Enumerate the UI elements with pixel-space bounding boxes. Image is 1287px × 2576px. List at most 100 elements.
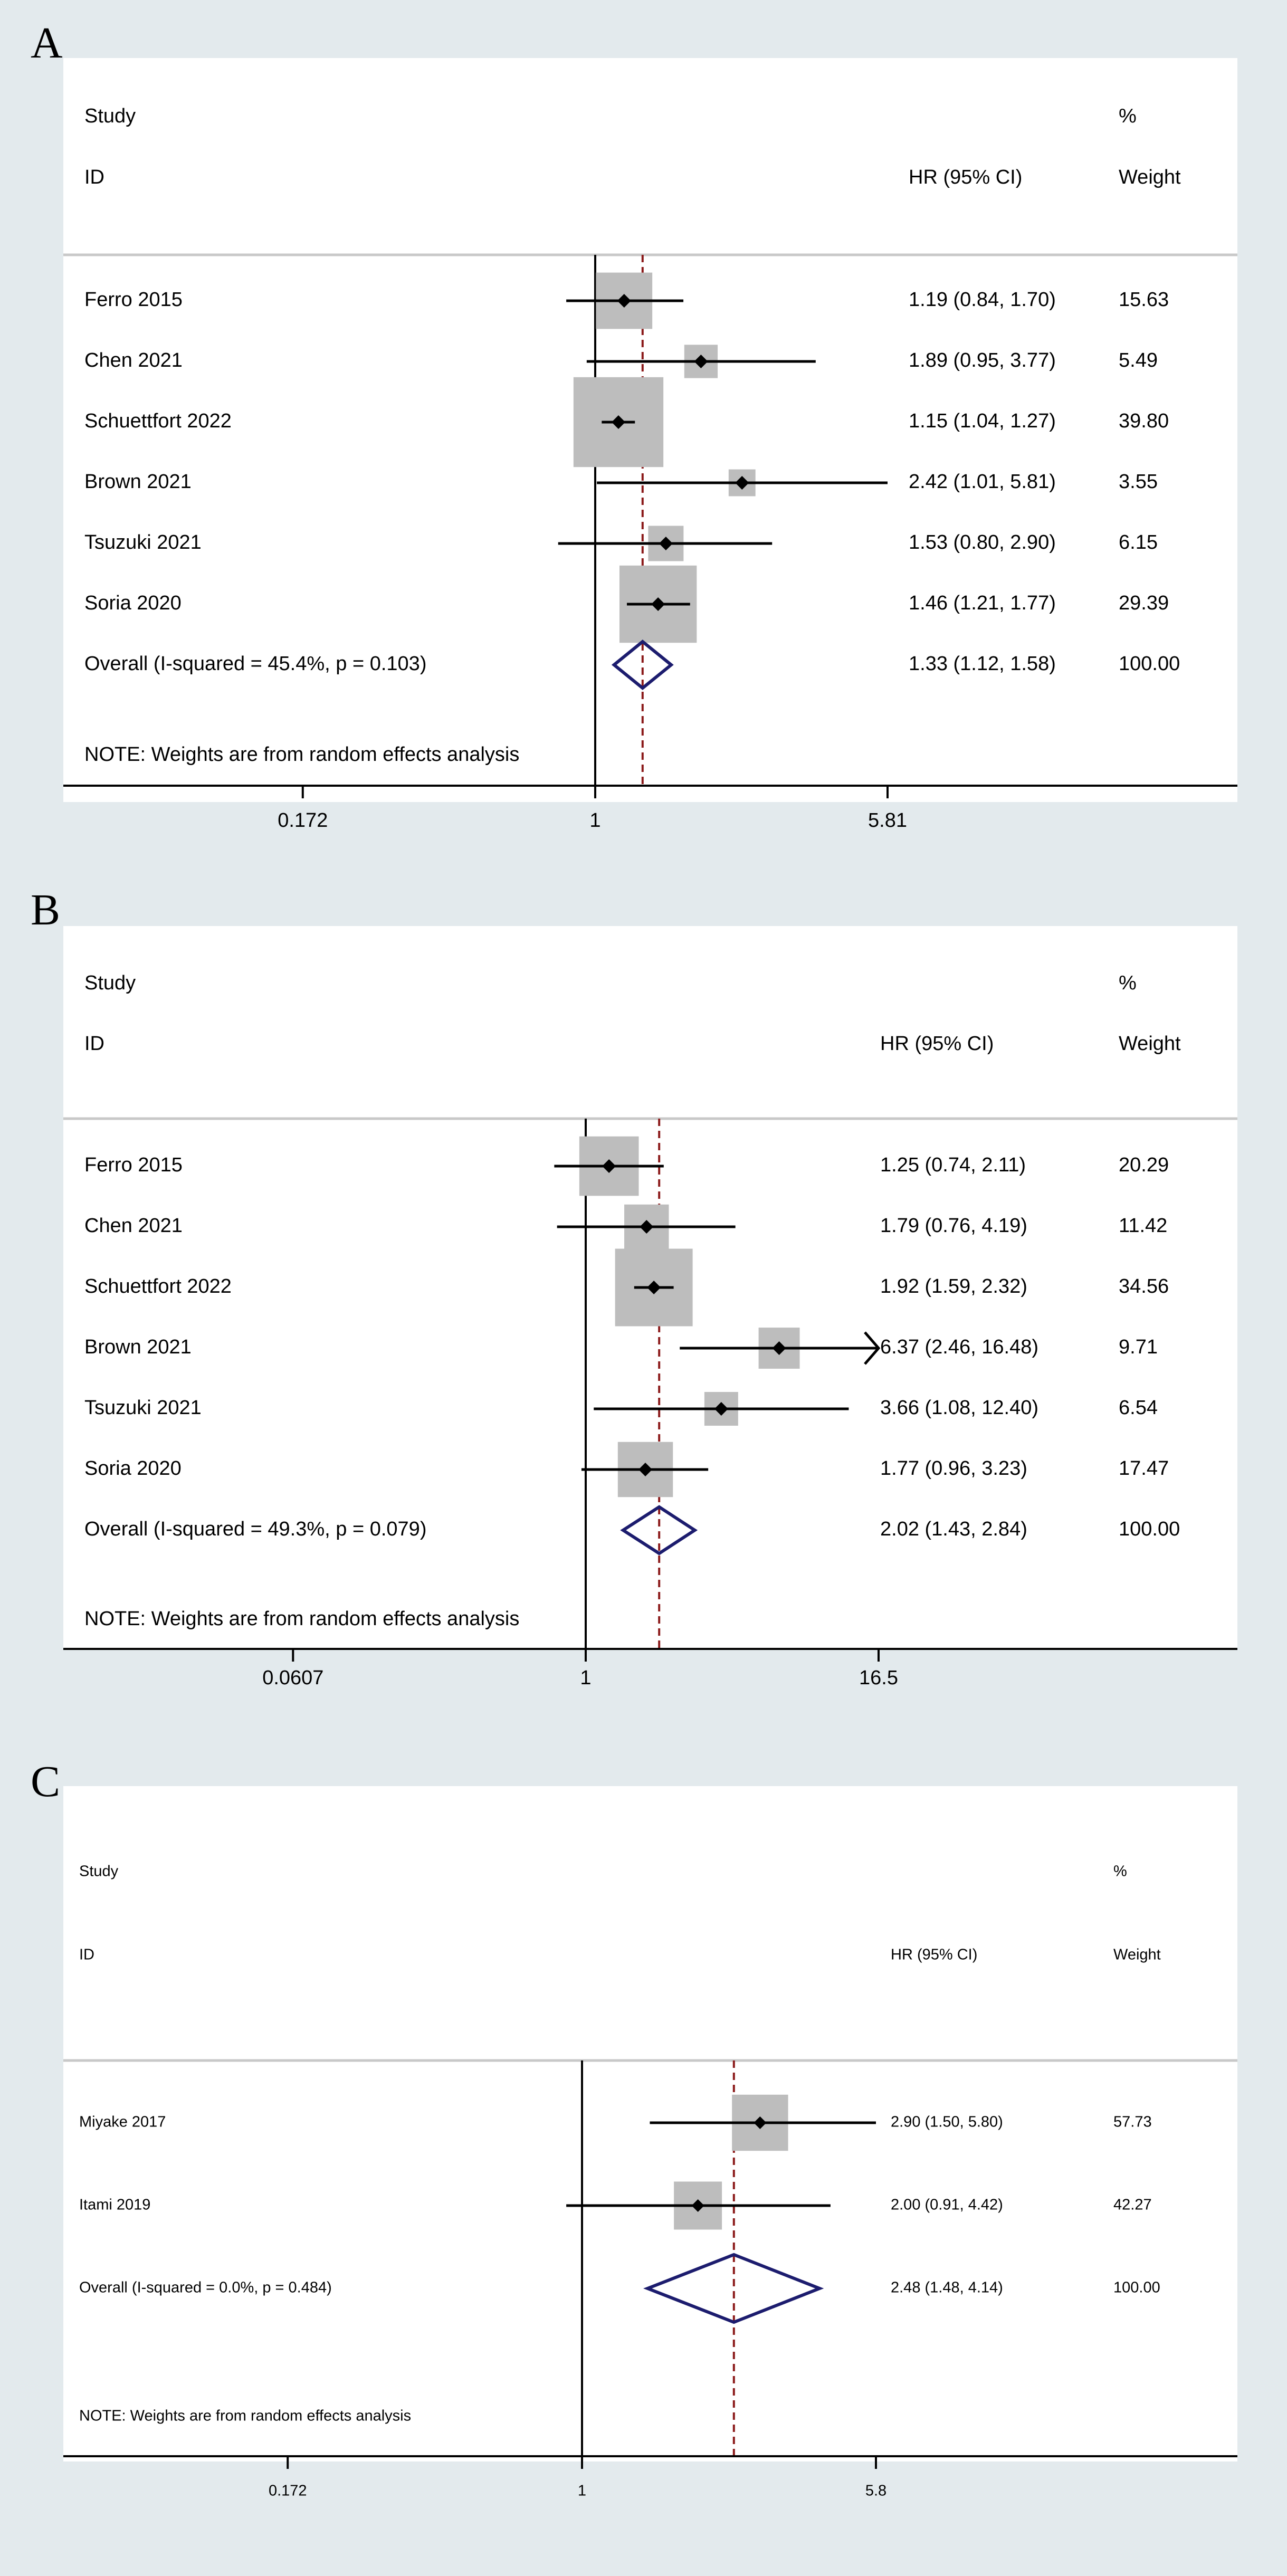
- panel-b-header-study: Study: [84, 972, 136, 994]
- panel-a-point-estimate: [735, 476, 749, 490]
- panel-a-study-hr-ci: 1.53 (0.80, 2.90): [909, 531, 1056, 554]
- panel-a-study-label: Ferro 2015: [84, 289, 183, 311]
- panel-c-overall-label: Overall (I-squared = 0.0%, p = 0.484): [79, 2279, 332, 2296]
- panel-a-header-weight: Weight: [1119, 166, 1181, 188]
- panel-c-study-label: Miyake 2017: [79, 2114, 166, 2131]
- panel-a-x-tick-label: 5.81: [868, 809, 907, 832]
- panel-b-study-weight: 17.47: [1119, 1457, 1169, 1480]
- panel-b-study-hr-ci: 1.79 (0.76, 4.19): [880, 1215, 1027, 1237]
- panel-b-study-weight: 6.54: [1119, 1397, 1158, 1419]
- panel-a-study-label: Soria 2020: [84, 592, 182, 614]
- panel-c-letter: C: [31, 1757, 61, 1806]
- panel-c-overall-hr-ci: 2.48 (1.48, 4.14): [891, 2279, 1003, 2296]
- panel-c-header-study: Study: [79, 1863, 119, 1880]
- panel-c-x-tick-label: 5.8: [865, 2483, 886, 2499]
- panel-a-study-hr-ci: 1.89 (0.95, 3.77): [909, 349, 1056, 371]
- panel-a-study-weight: 39.80: [1119, 410, 1169, 432]
- panel-b-point-estimate: [602, 1159, 616, 1173]
- panel-a-study-hr-ci: 2.42 (1.01, 5.81): [909, 471, 1056, 493]
- panel-a-study-weight: 5.49: [1119, 349, 1158, 371]
- panel-b-point-estimate: [647, 1281, 661, 1294]
- panel-c-note-text: NOTE: Weights are from random effects an…: [79, 2408, 411, 2425]
- panel-a-note-text: NOTE: Weights are from random effects an…: [84, 743, 519, 766]
- panel-c-point-estimate: [691, 2199, 704, 2212]
- panel-a-x-tick-label: 1: [589, 809, 600, 832]
- panel-c-study-weight: 57.73: [1113, 2114, 1152, 2131]
- panel-b-study-label: Schuettfort 2022: [84, 1275, 232, 1297]
- panel-a-overall-diamond: [611, 640, 674, 690]
- panel-c-header-weight: Weight: [1113, 1947, 1161, 1963]
- panel-a-study-label: Brown 2021: [84, 471, 192, 493]
- panel-b-study-hr-ci: 6.37 (2.46, 16.48): [880, 1336, 1038, 1358]
- panel-a-study-weight: 6.15: [1119, 531, 1158, 554]
- panel-b-study-hr-ci: 1.92 (1.59, 2.32): [880, 1275, 1027, 1297]
- panel-b-study-weight: 11.42: [1119, 1215, 1167, 1237]
- panel-a-study-label: Tsuzuki 2021: [84, 531, 202, 554]
- panel-c-study-weight: 42.27: [1113, 2197, 1152, 2214]
- panel-b-study-label: Soria 2020: [84, 1457, 182, 1480]
- panel-a-header-id: ID: [84, 166, 104, 188]
- panel-a-point-estimate: [612, 415, 626, 429]
- panel-a-overall-weight: 100.00: [1119, 653, 1180, 675]
- panel-a-header-hr: HR (95% CI): [909, 166, 1022, 188]
- panel-c-x-tick-label: 1: [578, 2483, 586, 2499]
- panel-b-study-hr-ci: 1.25 (0.74, 2.11): [880, 1154, 1026, 1176]
- panel-b-point-estimate: [714, 1402, 728, 1416]
- panel-b-x-tick-label: 0.0607: [262, 1667, 323, 1689]
- panel-a-study-label: Schuettfort 2022: [84, 410, 232, 432]
- panel-b-ci-arrow: [864, 1331, 881, 1365]
- panel-b-study-label: Chen 2021: [84, 1215, 183, 1237]
- panel-c-header-pct: %: [1113, 1863, 1127, 1880]
- panel-b-study-label: Ferro 2015: [84, 1154, 183, 1176]
- panel-b-study-weight: 9.71: [1119, 1336, 1158, 1358]
- panel-b-header-pct: %: [1119, 972, 1137, 994]
- panel-c-study-hr-ci: 2.90 (1.50, 5.80): [891, 2114, 1003, 2131]
- panel-a-study-hr-ci: 1.15 (1.04, 1.27): [909, 410, 1056, 432]
- panel-b-header-id: ID: [84, 1033, 104, 1055]
- panel-a-letter: A: [31, 18, 63, 68]
- panel-b-overall-weight: 100.00: [1119, 1518, 1180, 1540]
- panel-b-letter: B: [31, 885, 61, 934]
- panel-b-header-hr: HR (95% CI): [880, 1033, 994, 1055]
- panel-a-study-weight: 3.55: [1119, 471, 1158, 493]
- panel-c-x-tick-label: 0.172: [269, 2483, 307, 2499]
- panel-a-point-estimate: [651, 597, 665, 611]
- panel-b-study-weight: 34.56: [1119, 1275, 1169, 1297]
- panel-a-header-pct: %: [1119, 105, 1137, 127]
- panel-a-overall-label: Overall (I-squared = 45.4%, p = 0.103): [84, 653, 426, 675]
- panel-b-study-hr-ci: 3.66 (1.08, 12.40): [880, 1397, 1038, 1419]
- panel-b-overall-label: Overall (I-squared = 49.3%, p = 0.079): [84, 1518, 426, 1540]
- panel-a-point-estimate: [617, 294, 631, 308]
- panel-c-study-label: Itami 2019: [79, 2197, 150, 2214]
- panel-b-overall-hr-ci: 2.02 (1.43, 2.84): [880, 1518, 1027, 1540]
- panel-a-study-weight: 15.63: [1119, 289, 1169, 311]
- panel-a-header-study: Study: [84, 105, 136, 127]
- panel-a-overall-hr-ci: 1.33 (1.12, 1.58): [909, 653, 1056, 675]
- panel-a-point-estimate: [659, 537, 673, 550]
- panel-c-header-id: ID: [79, 1947, 94, 1963]
- panel-c-overall-diamond: [643, 2253, 824, 2324]
- panel-b-point-estimate: [640, 1220, 654, 1234]
- panel-b-point-estimate: [638, 1463, 653, 1476]
- panel-b-study-label: Brown 2021: [84, 1336, 192, 1358]
- panel-a-study-label: Chen 2021: [84, 349, 183, 371]
- panel-a-x-tick-label: 0.172: [278, 809, 328, 832]
- panel-b-x-tick-label: 16.5: [859, 1667, 898, 1689]
- panel-c-header-hr: HR (95% CI): [891, 1947, 977, 1963]
- panel-b-point-estimate: [772, 1341, 786, 1355]
- panel-b-study-hr-ci: 1.77 (0.96, 3.23): [880, 1457, 1027, 1480]
- panel-c-study-hr-ci: 2.00 (0.91, 4.42): [891, 2197, 1003, 2214]
- panel-a-study-hr-ci: 1.19 (0.84, 1.70): [909, 289, 1056, 311]
- panel-c-overall-weight: 100.00: [1113, 2279, 1160, 2296]
- panel-b-x-tick-label: 1: [580, 1667, 591, 1689]
- panel-b-study-label: Tsuzuki 2021: [84, 1397, 202, 1419]
- panel-a-study-weight: 29.39: [1119, 592, 1169, 614]
- panel-b-header-weight: Weight: [1119, 1033, 1181, 1055]
- panel-b-overall-diamond: [620, 1505, 698, 1556]
- panel-a-point-estimate: [694, 355, 708, 368]
- panel-b-note-text: NOTE: Weights are from random effects an…: [84, 1608, 519, 1630]
- panel-a-study-hr-ci: 1.46 (1.21, 1.77): [909, 592, 1056, 614]
- panel-b-study-weight: 20.29: [1119, 1154, 1169, 1176]
